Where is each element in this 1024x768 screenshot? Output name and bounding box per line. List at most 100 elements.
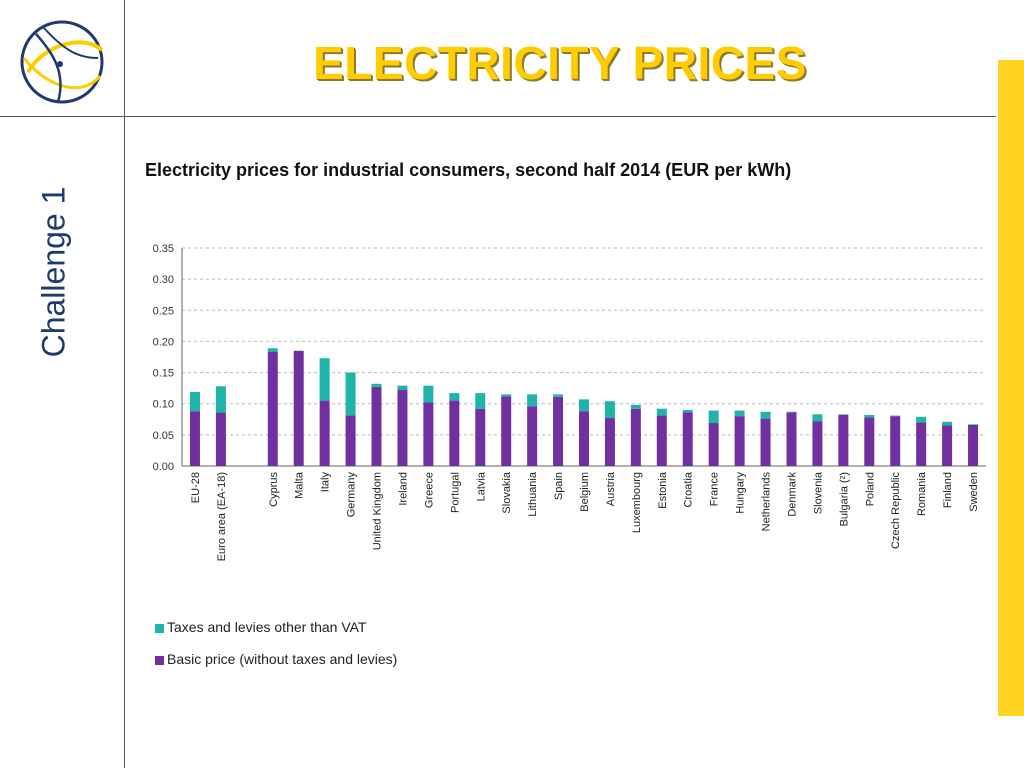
bar-taxes-levies: [501, 394, 512, 397]
bar-taxes-levies: [579, 399, 589, 412]
x-tick-label: Bulgaria (²): [838, 472, 850, 526]
x-tick-label: United Kingdom: [372, 472, 384, 550]
legend-swatch-basic: [155, 655, 164, 665]
x-tick-label: Slovakia: [501, 471, 513, 513]
bar-basic-price: [397, 390, 408, 466]
bar-taxes-levies: [215, 386, 226, 413]
bar-chart: 0.00 0.05 0.10 0.15 0.20 0.25 0.30 0.35 EU-28 Eur…: [153, 243, 986, 561]
x-tick-label: Ireland: [397, 472, 409, 506]
legend-item-basic: Basic price (without taxes and levies): [155, 651, 397, 667]
bar-taxes-levies: [267, 348, 278, 353]
x-tick-label: Poland: [864, 472, 876, 506]
legend-label-basic: Basic price (without taxes and levies): [167, 651, 398, 667]
y-tick-label: 0.05: [153, 430, 174, 442]
x-tick-label: Germany: [346, 472, 358, 518]
bar-basic-price: [475, 408, 486, 466]
vertical-divider: [124, 0, 125, 768]
bar-taxes-levies: [942, 421, 953, 426]
bar-basic-price: [267, 352, 278, 466]
bar-basic-price: [708, 423, 719, 466]
bar-basic-price: [916, 422, 927, 466]
bar-taxes-levies: [734, 410, 745, 417]
bar-basic-price: [345, 415, 356, 466]
bar-taxes-levies: [812, 414, 823, 422]
x-tick-label: Belgium: [579, 472, 591, 512]
x-tick-label: Italy: [320, 472, 332, 493]
x-tick-label: Hungary: [735, 472, 747, 514]
bar-basic-price: [786, 412, 797, 466]
bar-taxes-levies: [319, 358, 330, 401]
x-tick-label: Denmark: [786, 472, 798, 517]
bar-basic-price: [527, 406, 538, 466]
bar-basic-price: [682, 412, 693, 466]
x-tick-label: Finland: [942, 472, 954, 508]
x-tick-label: Estonia: [657, 471, 669, 509]
bar-taxes-levies: [890, 415, 901, 417]
bar-taxes-levies: [527, 394, 538, 407]
bar-taxes-levies: [708, 410, 719, 424]
y-tick-label: 0.35: [153, 243, 174, 255]
y-tick-label: 0.20: [153, 336, 174, 348]
y-tick-label: 0.15: [153, 368, 174, 380]
x-tick-label: Romania: [916, 471, 928, 516]
x-tick-label: Spain: [553, 472, 565, 500]
chart-subtitle: Electricity prices for industrial consum…: [145, 160, 792, 180]
swirl-logo-icon: [20, 20, 104, 104]
bar-taxes-levies: [371, 383, 382, 387]
bar-taxes-levies: [916, 416, 927, 423]
bar-taxes-levies: [189, 391, 200, 412]
accent-bar: [998, 60, 1024, 716]
x-tick-label: Euro area (EA-18): [216, 472, 228, 561]
x-tick-label: Austria: [605, 471, 617, 506]
slide-title: ELECTRICITY PRICES: [313, 37, 807, 89]
bar-basic-price: [553, 396, 564, 466]
bar-taxes-levies: [475, 393, 486, 409]
bar-basic-price: [864, 417, 875, 466]
x-tick-label: Slovenia: [812, 471, 824, 514]
bar-basic-price: [734, 416, 745, 466]
bar-taxes-levies: [604, 401, 615, 419]
x-tick-label: Lithuania: [527, 471, 539, 517]
legend-label-taxes: Taxes and levies other than VAT: [167, 619, 367, 635]
bar-basic-price: [423, 402, 434, 466]
bar-basic-price: [293, 350, 304, 466]
x-tick-label: Greece: [423, 472, 435, 508]
x-tick-label: Czech Republic: [890, 472, 902, 550]
bar-basic-price: [838, 414, 849, 466]
bar-taxes-levies: [423, 385, 434, 403]
y-tick-label: 0.30: [153, 274, 174, 286]
x-tick-label: Latvia: [475, 471, 487, 501]
bar-taxes-levies: [630, 404, 641, 409]
bar-taxes-levies: [449, 393, 460, 401]
bar-taxes-levies: [345, 372, 356, 416]
x-tick-label: Cyprus: [268, 472, 280, 507]
legend-swatch-taxes: [155, 623, 164, 633]
horizontal-divider: [0, 116, 996, 117]
bar-taxes-levies: [397, 385, 408, 391]
y-tick-label: 0.00: [153, 461, 174, 473]
bar-taxes-levies: [786, 411, 797, 413]
x-tick-label: Portugal: [449, 472, 461, 513]
bar-taxes-levies: [838, 414, 849, 415]
legend-item-taxes: Taxes and levies other than VAT: [155, 619, 366, 635]
bar-basic-price: [656, 415, 667, 466]
bar-taxes-levies: [656, 408, 667, 416]
bar-taxes-levies: [864, 414, 875, 418]
bar-basic-price: [449, 400, 460, 466]
bar-basic-price: [760, 418, 771, 466]
bar-taxes-levies: [760, 411, 771, 419]
bar-basic-price: [189, 411, 200, 466]
bar-basic-price: [942, 425, 953, 466]
x-tick-label: Netherlands: [761, 472, 773, 532]
bar-taxes-levies: [968, 424, 979, 425]
x-tick-label: France: [709, 472, 721, 506]
x-tick-label: Sweden: [968, 472, 980, 512]
bar-basic-price: [319, 400, 330, 466]
x-tick-label: EU-28: [190, 472, 202, 503]
bar-basic-price: [968, 424, 979, 466]
bar-basic-price: [579, 411, 589, 466]
bar-basic-price: [890, 416, 901, 466]
bar-basic-price: [215, 412, 226, 466]
bar-taxes-levies: [682, 409, 693, 413]
